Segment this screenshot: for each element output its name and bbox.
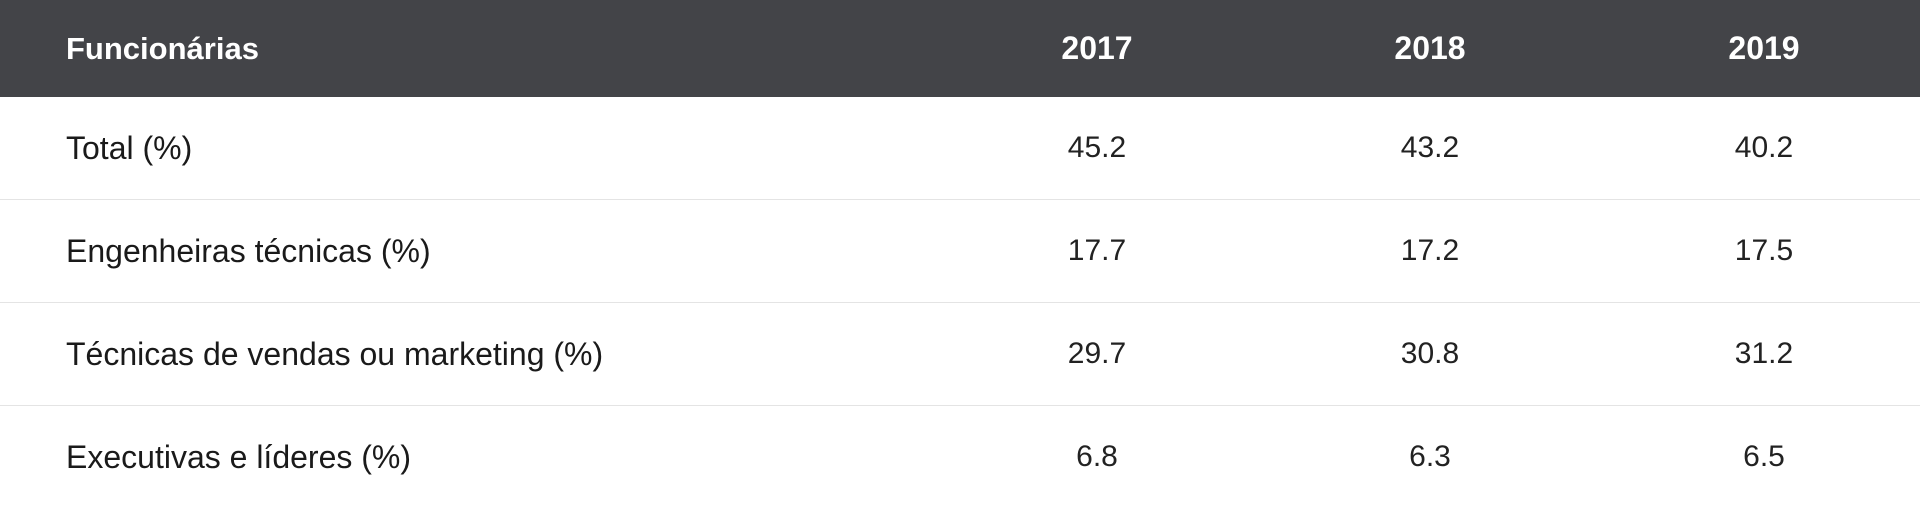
table-header-row: Funcionárias 2017 2018 2019	[0, 0, 1920, 97]
row-label: Executivas e líderes (%)	[66, 438, 412, 475]
row-value-2017: 45.2	[1067, 131, 1127, 164]
table-row: Total (%) 45.2 43.2 40.2	[0, 97, 1920, 200]
row-value-2018: 17.2	[1400, 234, 1460, 267]
row-value-2019: 40.2	[1734, 131, 1794, 164]
row-value-2019: 6.5	[1743, 440, 1785, 473]
header-year-2018: 2018	[1394, 30, 1466, 66]
table-row: Engenheiras técnicas (%) 17.7 17.2 17.5	[0, 200, 1920, 303]
table-row: Técnicas de vendas ou marketing (%) 29.7…	[0, 303, 1920, 406]
header-year-2017: 2017	[1061, 30, 1133, 66]
table-row: Executivas e líderes (%) 6.8 6.3 6.5	[0, 406, 1920, 508]
row-label: Total (%)	[66, 129, 193, 166]
row-label: Engenheiras técnicas (%)	[66, 232, 431, 269]
row-value-2017: 6.8	[1076, 440, 1118, 473]
header-year-2019: 2019	[1728, 30, 1800, 66]
row-value-2018: 30.8	[1400, 337, 1460, 370]
row-value-2019: 31.2	[1734, 337, 1794, 370]
row-value-2018: 43.2	[1400, 131, 1460, 164]
row-label: Técnicas de vendas ou marketing (%)	[66, 335, 604, 372]
row-value-2019: 17.5	[1734, 234, 1794, 267]
row-value-2018: 6.3	[1409, 440, 1451, 473]
row-value-2017: 29.7	[1067, 337, 1127, 370]
row-value-2017: 17.7	[1067, 234, 1127, 267]
header-label: Funcionárias	[66, 30, 259, 66]
